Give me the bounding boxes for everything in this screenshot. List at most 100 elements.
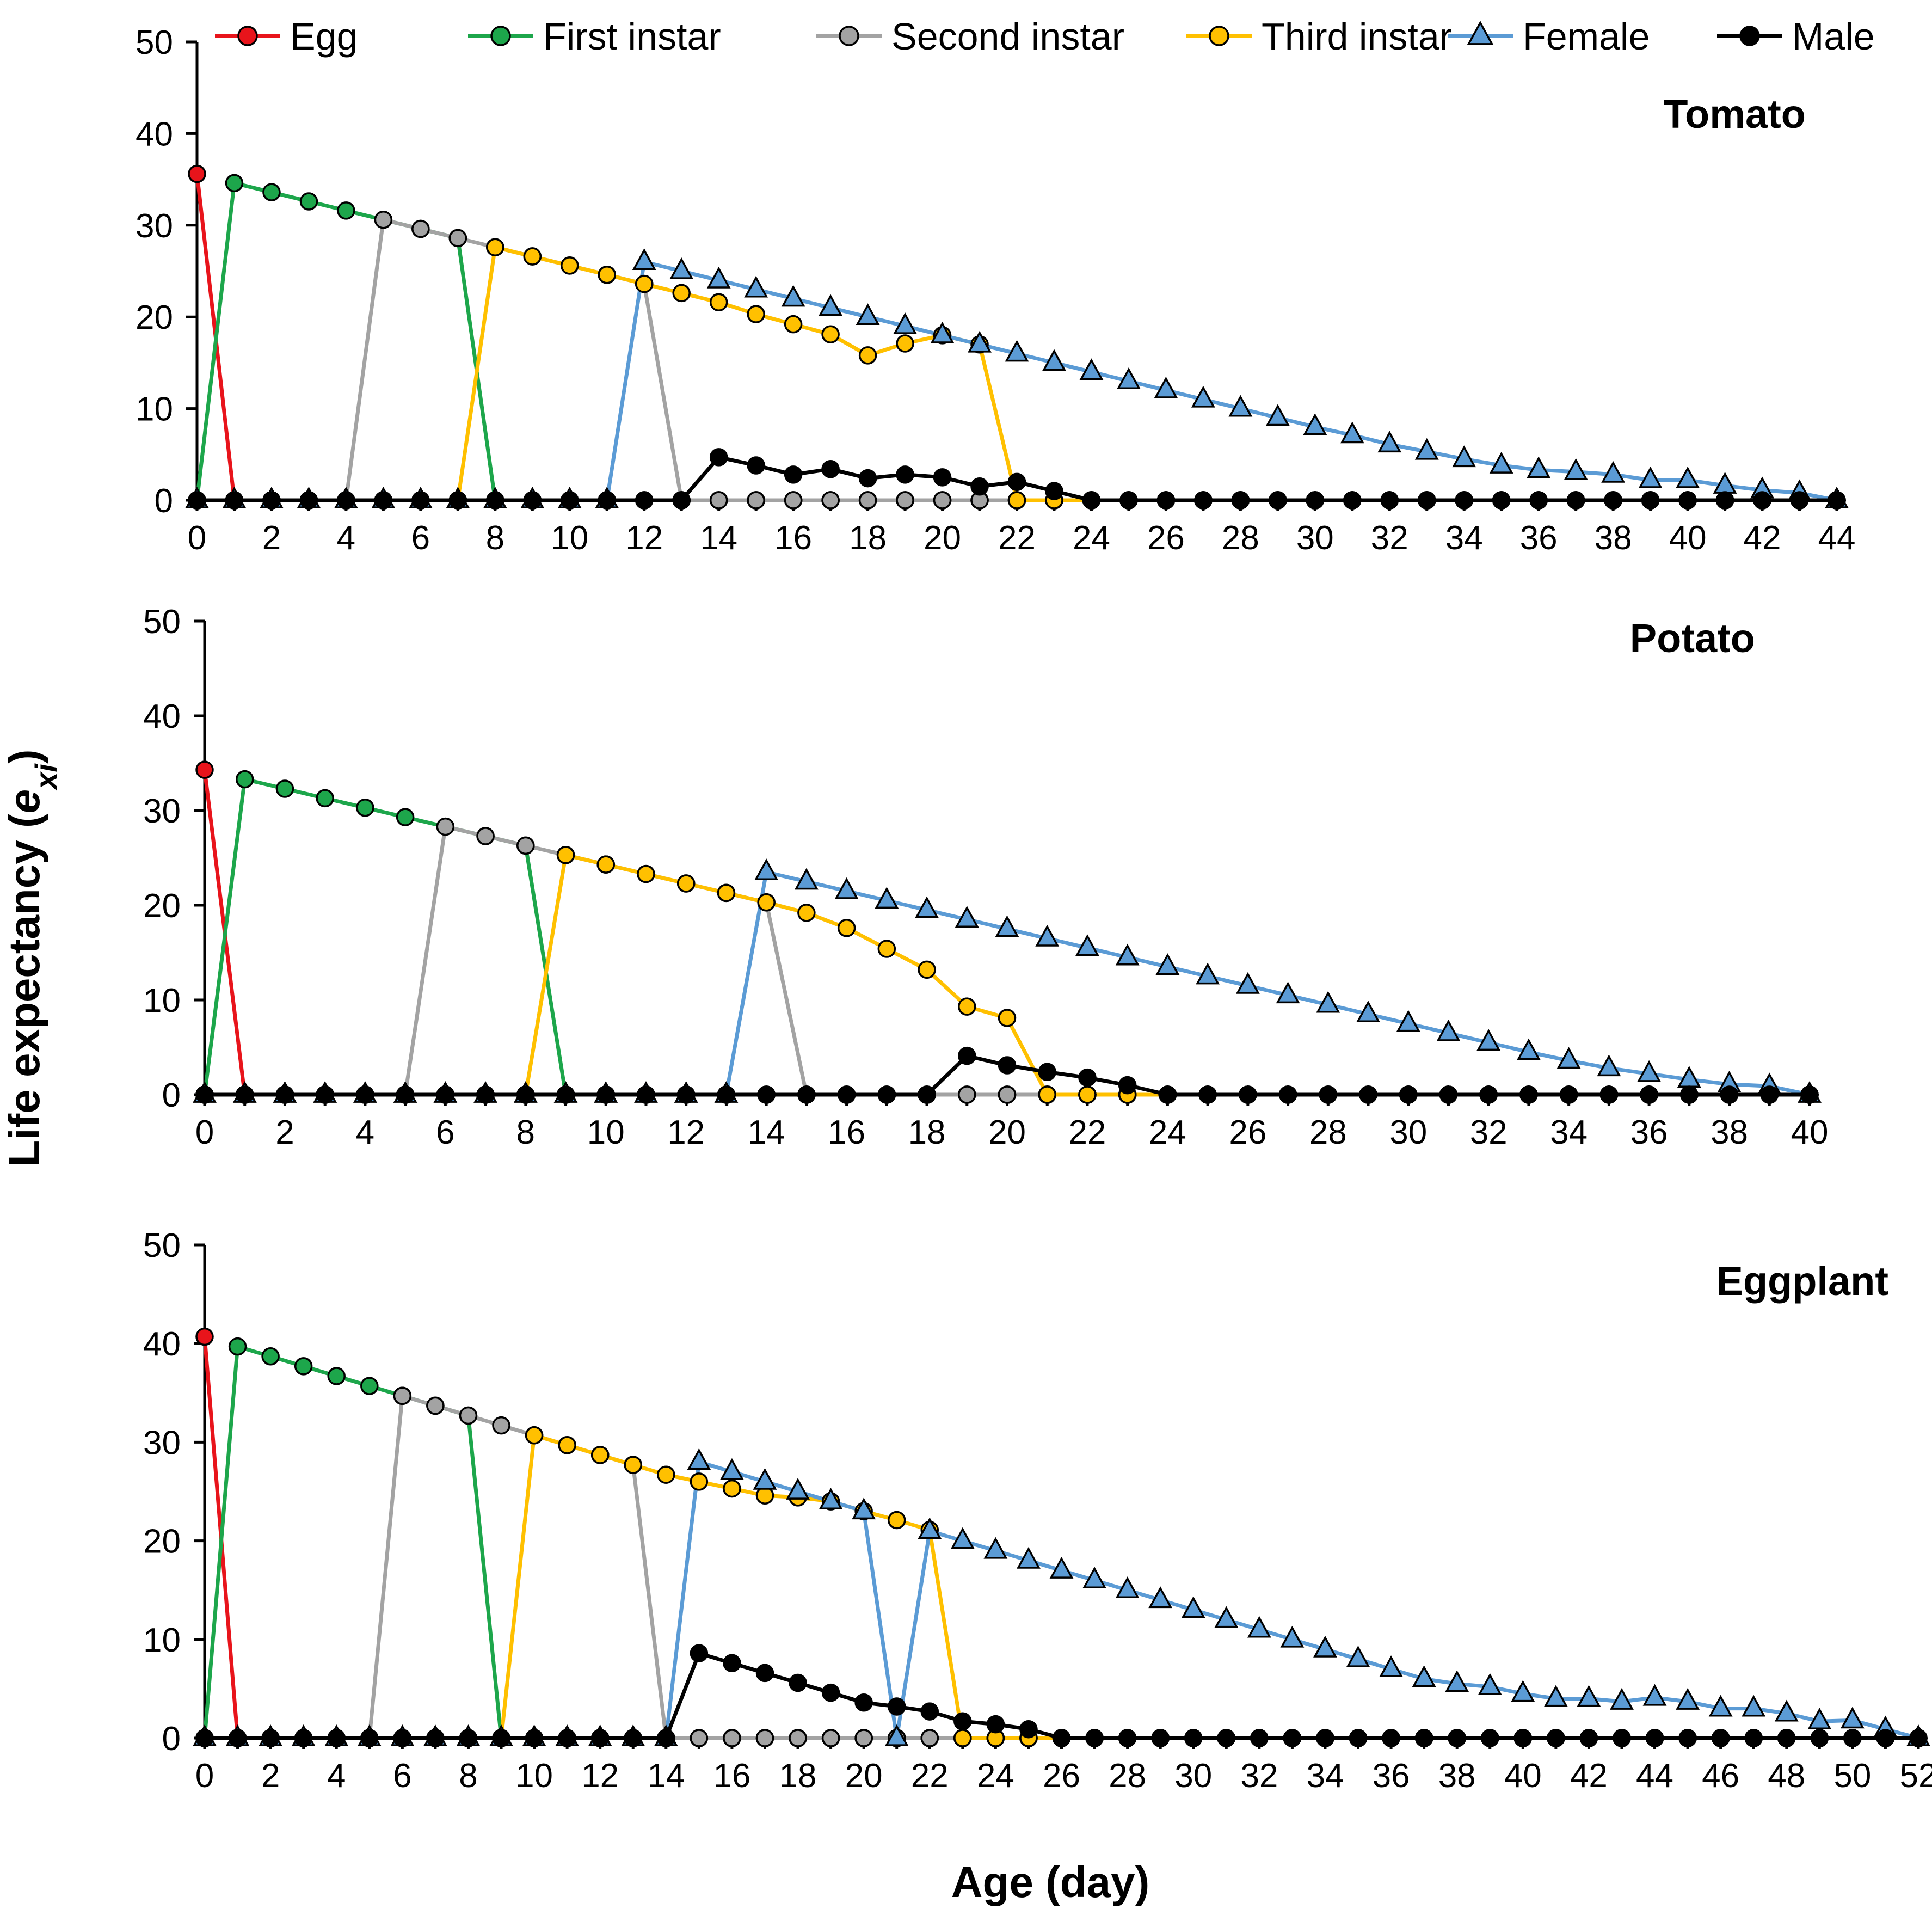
x-tick-label: 10 [551, 519, 588, 557]
x-tick-label: 38 [1438, 1757, 1476, 1795]
data-point-male-marker [1760, 1085, 1779, 1104]
data-point-third-instar-marker [998, 1009, 1017, 1027]
data-point-male-marker [624, 1729, 642, 1747]
data-point-male-marker [933, 468, 952, 487]
x-tick-label: 30 [1174, 1757, 1212, 1795]
data-point-male-marker [1082, 491, 1101, 510]
data-point-second-instar-marker [448, 229, 467, 248]
data-point-third-instar-marker [486, 238, 504, 256]
legend-item-second-instar: Second instar [816, 15, 1124, 58]
data-point-male-marker [1513, 1729, 1533, 1747]
data-point-male-marker [448, 491, 467, 510]
x-tick-label: 14 [748, 1114, 785, 1151]
data-point-female-marker [1610, 1687, 1634, 1710]
y-tick-label: 40 [136, 115, 173, 153]
data-point-female-marker [1543, 1685, 1568, 1707]
data-point-male-marker [1119, 491, 1138, 510]
data-point-second-instar-marker [459, 1406, 478, 1425]
x-tick-label: 10 [515, 1757, 553, 1795]
data-point-male-marker [1118, 1729, 1137, 1747]
data-point-male-marker [1481, 1729, 1499, 1747]
x-tick-label: 18 [908, 1114, 946, 1151]
data-point-female-marker [1642, 1684, 1667, 1706]
data-point-female-marker [1637, 1060, 1662, 1082]
data-point-egg-marker [195, 1327, 214, 1346]
data-point-second-instar-marker [784, 491, 803, 510]
data-point-female-marker [753, 1468, 777, 1490]
data-point-female-marker [1155, 953, 1180, 975]
data-point-male-marker [337, 491, 355, 510]
x-tick-label: 34 [1306, 1757, 1344, 1795]
x-tick-label: 36 [1630, 1114, 1668, 1151]
data-point-male-marker [821, 459, 840, 478]
data-point-male-marker [1380, 491, 1399, 510]
y-tick-label: 0 [155, 482, 173, 520]
data-point-male-marker [596, 1085, 615, 1104]
data-point-male-marker [486, 491, 504, 510]
panel-title: Potato [1630, 616, 1755, 661]
data-point-first-instar-marker [299, 192, 318, 211]
x-tick-label: 38 [1711, 1114, 1748, 1151]
legend-label: Female [1523, 15, 1650, 58]
data-point-third-instar-marker [953, 1729, 972, 1747]
data-point-male-marker [747, 456, 765, 475]
data-point-male-marker [598, 491, 616, 510]
x-tick-label: 6 [436, 1114, 454, 1151]
data-point-female-marker [968, 330, 992, 353]
data-point-female-marker [1196, 962, 1220, 985]
data-point-female-marker [1082, 1567, 1106, 1588]
data-point-third-instar-marker [525, 1426, 544, 1445]
legend-marker [839, 26, 859, 46]
x-tick-label: 40 [1791, 1114, 1829, 1151]
data-point-female-marker [1676, 1687, 1700, 1710]
y-tick-label: 40 [143, 1325, 181, 1363]
data-point-male-marker [1800, 1085, 1819, 1104]
data-point-male-marker [784, 465, 803, 484]
x-tick-label: 24 [977, 1757, 1014, 1795]
x-tick-label: 8 [486, 519, 504, 557]
legend-marker [1467, 21, 1494, 45]
data-point-female-marker [930, 321, 955, 343]
data-point-male-marker [1455, 491, 1473, 510]
data-point-second-instar-marker [821, 491, 840, 510]
data-point-male-marker [523, 491, 542, 510]
data-point-second-instar-marker [516, 836, 535, 855]
x-tick-label: 24 [1149, 1114, 1186, 1151]
x-tick-label: 20 [845, 1757, 883, 1795]
data-point-male-marker [374, 491, 393, 510]
y-axis-title-close: ) [0, 750, 48, 764]
data-point-female-marker [1676, 466, 1700, 488]
x-tick-label: 34 [1550, 1114, 1588, 1151]
x-tick-label: 14 [700, 519, 737, 557]
data-point-female-marker [918, 1517, 942, 1539]
x-tick-label: 28 [1309, 1114, 1347, 1151]
data-point-female-marker [632, 248, 656, 271]
data-point-male-marker [854, 1693, 873, 1712]
data-point-male-marker [316, 1085, 334, 1104]
data-point-female-marker [754, 858, 779, 880]
series-line-female [195, 260, 1839, 502]
data-point-female-marker [1346, 1646, 1370, 1667]
y-axis-title-subscript: xi [29, 763, 63, 791]
x-tick-label: 24 [1073, 519, 1110, 557]
data-point-male-marker [1231, 491, 1250, 510]
data-point-male-marker [1753, 491, 1771, 510]
data-point-male-marker [887, 1697, 906, 1716]
x-tick-label: 32 [1470, 1114, 1508, 1151]
legend-item-female: Female [1448, 15, 1650, 58]
data-point-male-marker [1720, 1085, 1739, 1104]
data-point-male-marker [1559, 1085, 1578, 1104]
data-point-female-marker [1597, 1054, 1621, 1077]
x-tick-label: 44 [1636, 1757, 1673, 1795]
data-point-male-marker [709, 448, 728, 467]
data-point-male-marker [789, 1673, 807, 1692]
data-point-male-marker [837, 1085, 856, 1104]
x-tick-label: 30 [1296, 519, 1334, 557]
data-point-female-marker [1476, 1029, 1501, 1051]
data-point-male-marker [396, 1085, 415, 1104]
data-point-female-marker [1181, 1596, 1205, 1618]
x-tick-label: 0 [195, 1114, 214, 1151]
data-point-male-marker [1382, 1729, 1400, 1747]
data-point-second-instar-marker [854, 1729, 873, 1747]
